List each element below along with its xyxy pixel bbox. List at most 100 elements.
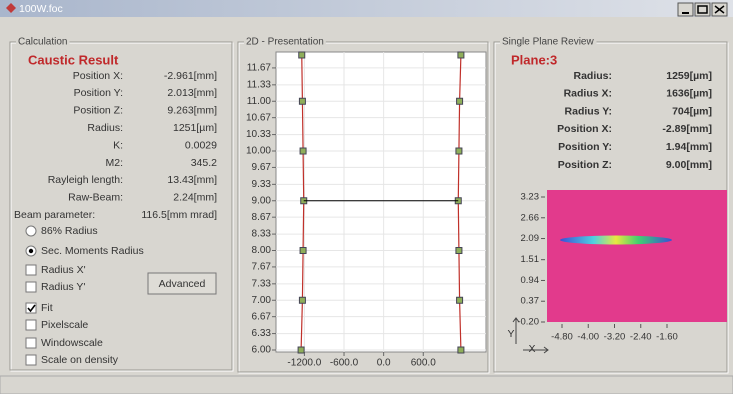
y-axis-label: Y [507, 328, 514, 340]
y-tick-label: 7.67 [252, 262, 272, 273]
field-label: Position Z: [73, 105, 123, 117]
checkbox[interactable] [26, 338, 36, 348]
y-tick-label: 11.00 [247, 96, 272, 107]
field-label: Beam parameter: [14, 209, 95, 221]
checkbox[interactable] [26, 282, 36, 292]
caustic-marker [299, 98, 305, 104]
x-axis-label: X [528, 343, 535, 355]
y-tick-label: 8.67 [252, 212, 272, 223]
checkbox-label[interactable]: Scale on density [41, 354, 119, 366]
x-tick-label: -600.0 [330, 358, 359, 369]
radio-dot [29, 249, 33, 253]
status-bar [0, 376, 733, 394]
field-value: 0.0029 [185, 139, 217, 151]
caustic-marker [458, 52, 464, 58]
checkbox-label[interactable]: Pixelscale [41, 319, 88, 331]
window-buttons [678, 3, 727, 16]
field-value: 704[µm] [672, 105, 712, 117]
field-label: Rayleigh length: [48, 174, 123, 186]
caustic-marker [457, 297, 463, 303]
field-value: 2.013[mm] [167, 87, 217, 99]
checkbox-label[interactable]: Fit [41, 302, 53, 314]
y-tick-label: 6.67 [252, 311, 272, 322]
group-title: Single Plane Review [502, 37, 594, 48]
plot-area [276, 52, 486, 352]
checkbox-label[interactable]: Radius Y' [41, 281, 85, 293]
y-tick-label: 10.00 [246, 146, 271, 157]
caustic-marker [456, 248, 462, 254]
checkbox[interactable] [26, 265, 36, 275]
field-value: 9.00[mm] [666, 159, 712, 171]
field-value: 345.2 [191, 157, 217, 169]
field-label: Position Y: [74, 87, 123, 99]
y-tick-label: 2.66 [521, 212, 540, 223]
field-label: Position Y: [558, 141, 612, 153]
field-label: Position Z: [558, 159, 612, 171]
field-value: 9.263[mm] [167, 105, 217, 117]
field-label: Radius Y: [565, 105, 612, 117]
y-tick-label: 9.00 [252, 195, 272, 206]
group-title: 2D - Presentation [246, 37, 324, 48]
caustic-marker [456, 148, 462, 154]
y-tick-label: 8.33 [252, 229, 272, 240]
heading: Caustic Result [28, 52, 119, 67]
y-tick-label: 11.33 [247, 79, 272, 90]
field-label: K: [113, 139, 123, 151]
checkbox[interactable] [26, 320, 36, 330]
caustic-marker [457, 98, 463, 104]
y-tick-label: 9.33 [252, 179, 272, 190]
y-tick-label: 10.67 [246, 112, 271, 123]
y-tick-label: 0.94 [521, 275, 540, 286]
button-label[interactable]: Advanced [159, 278, 206, 290]
caustic-marker [299, 297, 305, 303]
y-tick-label: 3.23 [521, 192, 540, 203]
y-tick-label: 7.00 [252, 295, 272, 306]
radio-label[interactable]: Sec. Moments Radius [41, 245, 144, 257]
field-label: M2: [105, 157, 123, 169]
y-tick-label: 8.00 [252, 245, 272, 256]
y-tick-label: 2.09 [521, 233, 540, 244]
caustic-marker [299, 52, 305, 58]
plane-image [547, 190, 727, 322]
y-tick-label: 6.33 [252, 328, 272, 339]
checkbox[interactable] [26, 355, 36, 365]
caustic-marker [458, 347, 464, 353]
x-tick-label: -2.40 [630, 332, 652, 343]
y-tick-label: 0.37 [521, 296, 540, 307]
field-value: -2.89[mm] [662, 123, 712, 135]
field-value: -2.961[mm] [164, 70, 217, 82]
y-tick-label: 11.67 [247, 63, 272, 74]
checkbox-label[interactable]: Radius X' [41, 264, 86, 276]
y-tick-label: 1.51 [521, 254, 540, 265]
heading: Plane:3 [511, 52, 557, 67]
x-tick-label: 600.0 [411, 358, 436, 369]
field-value: 2.24[mm] [173, 192, 217, 204]
x-tick-label: -4.00 [577, 332, 599, 343]
checkbox-label[interactable]: Windowscale [41, 337, 103, 349]
y-tick-label: 9.67 [252, 162, 272, 173]
radio-label[interactable]: 86% Radius [41, 225, 98, 237]
field-label: Position X: [557, 123, 612, 135]
field-label: Position X: [73, 70, 123, 82]
window-title: 100W.foc [19, 3, 63, 15]
x-tick-label: -1200.0 [287, 358, 321, 369]
x-tick-label: -1.60 [656, 332, 678, 343]
x-tick-label: -3.20 [604, 332, 626, 343]
field-value: 1636[µm] [666, 88, 712, 100]
radio-button[interactable] [26, 226, 36, 236]
caustic-marker [300, 148, 306, 154]
minimize-button[interactable] [678, 3, 693, 16]
field-value: 1251[µm] [173, 122, 217, 134]
x-tick-label: 0.0 [377, 358, 391, 369]
field-label: Radius X: [564, 88, 612, 100]
beam-spot [560, 236, 672, 245]
field-value: 13.43[mm] [167, 174, 217, 186]
field-label: Radius: [87, 122, 123, 134]
y-tick-label: 6.00 [252, 345, 272, 356]
group-title: Calculation [18, 37, 67, 48]
caustic-marker [300, 248, 306, 254]
field-label: Radius: [573, 70, 612, 82]
y-tick-label: 7.33 [252, 278, 272, 289]
x-tick-label: -4.80 [551, 332, 573, 343]
y-tick-label: -0.20 [517, 317, 539, 328]
